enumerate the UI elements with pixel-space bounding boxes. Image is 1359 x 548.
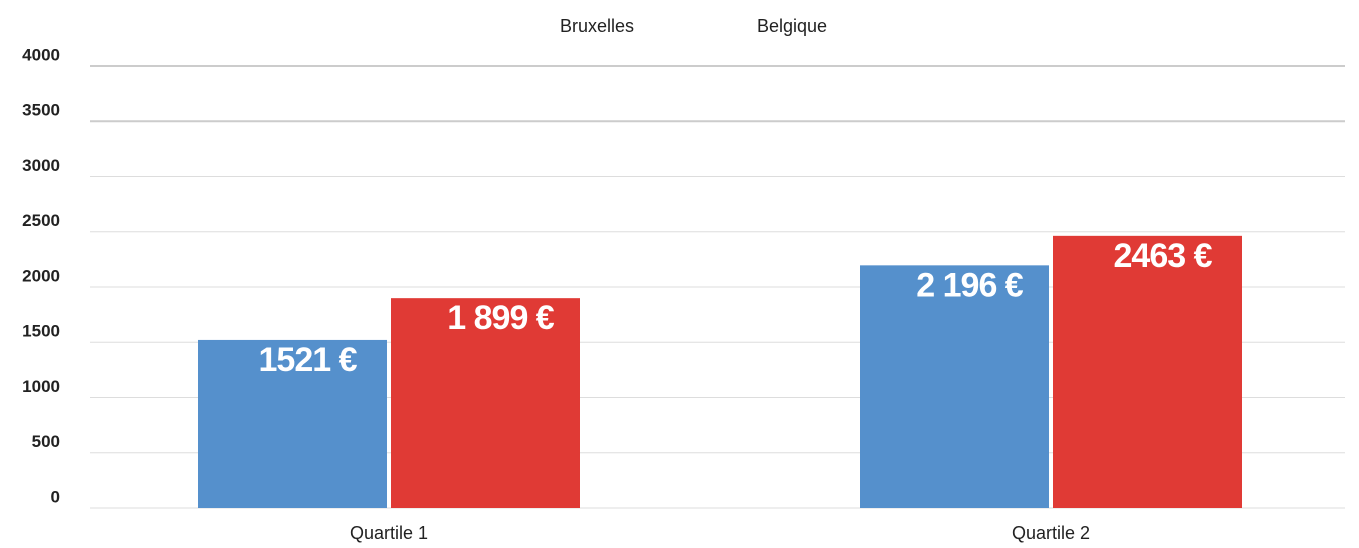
x-tick-label: Quartile 2 [1012,523,1090,543]
value-label: 1 899 € [447,299,555,337]
bar [198,339,387,508]
y-tick-label: 0 [51,487,60,506]
bar [391,298,580,508]
y-tick-label: 3500 [22,101,60,120]
value-label: 2463 € [1114,237,1213,275]
y-tick-label: 1000 [22,377,60,396]
y-tick-label: 500 [32,432,60,451]
value-label: 1521 € [259,341,358,379]
y-tick-label: 1500 [22,322,60,341]
value-label: 2 196 € [916,266,1024,304]
legend-label: Bruxelles [560,16,634,36]
legend-label: Belgique [757,16,827,36]
y-tick-label: 2000 [22,266,60,285]
x-tick-label: Quartile 1 [350,523,428,543]
y-tick-label: 2500 [22,211,60,230]
bar [860,265,1049,508]
bar [1053,235,1242,508]
y-tick-label: 3000 [22,156,60,175]
y-tick-label: 4000 [22,45,60,64]
